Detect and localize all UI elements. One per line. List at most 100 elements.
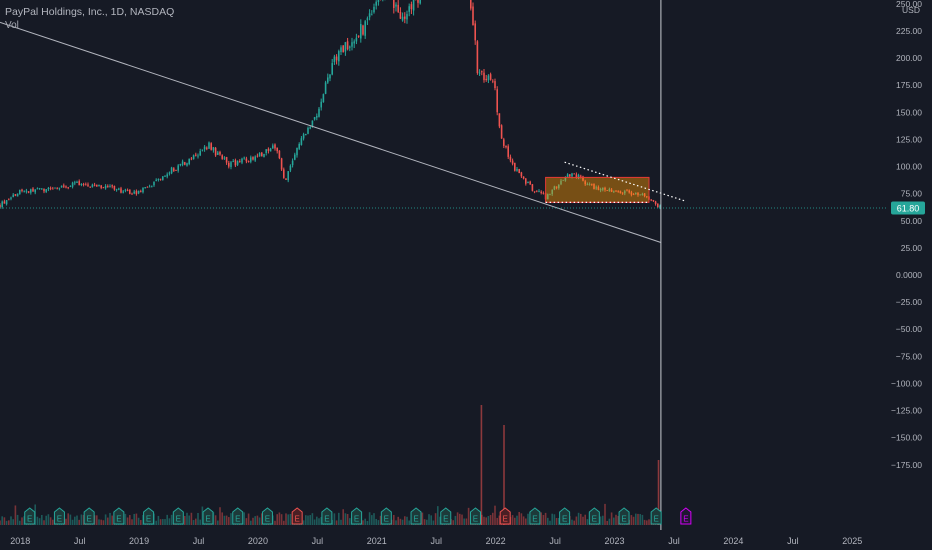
candle-body [489,74,492,80]
earnings-marker-label: E [621,515,626,524]
candle-body [267,148,270,151]
volume-bar [516,515,518,525]
candle-body [419,0,421,4]
volume-bar [377,520,380,525]
volume-bar [371,515,373,525]
volume-bar [580,513,582,525]
volume-bar [197,512,199,525]
candle-body [80,183,83,186]
price-tick-label: −25.00 [896,297,923,307]
volume-bar [404,516,406,525]
earnings-marker-label: E [324,515,329,524]
candle-body [507,146,509,157]
candle-body [263,153,265,158]
volume-bar [96,515,98,525]
earnings-marker-label: E [265,515,270,524]
earnings-marker-label: E [562,515,567,524]
candle-body [208,142,210,149]
candle-body [628,190,630,193]
candle-body [569,174,571,177]
candle-body [536,190,538,192]
candle-body [531,184,534,191]
earnings-marker-badge [202,507,214,525]
symbol-title[interactable]: PayPal Holdings, Inc., 1D, NASDAQ [5,6,175,18]
volume-bar [38,518,41,525]
volume-bar [129,515,131,525]
time-tick-label: Jul [430,536,442,546]
candle-body [505,145,507,148]
candle-body [298,143,300,149]
earnings-marker-badge [261,507,273,525]
candle-body [10,197,12,199]
candle-body [272,145,274,149]
earnings-marker: E [24,507,36,525]
volume-bar [349,518,351,525]
candle-body [406,14,408,20]
price-tick-label: 250.00 [896,0,922,9]
volume-bar [78,519,80,525]
candle-body [401,16,404,21]
candle-body [16,193,19,197]
candle-body [520,172,523,177]
volume-bar [344,513,347,525]
volume-bar [23,516,25,525]
candle-body [155,179,157,181]
candle-body [170,167,173,174]
volume-bar [217,520,219,525]
candle-body [217,152,219,155]
candle-body [588,184,591,185]
candle-body [109,185,111,187]
volume-bar [461,514,463,525]
earnings-marker: E [650,507,662,525]
candle-body [408,6,410,12]
candle-body [338,51,340,62]
earnings-marker: E [113,507,125,525]
candle-body [518,169,520,174]
candle-body [626,190,628,192]
earnings-marker-badge [618,507,630,525]
volume-bar [582,516,584,525]
drawings [0,0,887,530]
candle-body [617,191,619,192]
candle-body [307,127,309,134]
volume-label[interactable]: Vol [5,20,19,31]
candle-body [602,187,604,190]
candle-body [635,192,637,194]
candle-body [577,175,580,179]
candle-body [643,193,646,197]
long-trendline [0,21,662,243]
volume-bar [646,520,648,525]
volume-bar [459,513,461,525]
price-tick-label: −125.00 [891,406,922,416]
candle-body [184,162,186,165]
volume-bar [525,518,527,525]
volume-bar [641,514,644,525]
volume-bar [305,515,307,525]
candle-body [591,183,593,185]
volume-bar [12,519,14,525]
candle-body [621,192,624,194]
candle-body [368,13,371,18]
candle-body [333,56,336,63]
candle-body [540,191,542,193]
volume-bar [261,513,263,525]
candle-body [637,192,639,195]
candle-body [234,160,237,166]
candle-body [102,187,105,189]
volume-bar [364,518,366,525]
candle-body [93,184,96,186]
candle-body [32,188,34,192]
volume-bar [586,519,589,525]
candle-body [25,190,28,192]
candle-body [294,154,296,160]
candle-body [399,12,402,19]
candle-body [344,42,347,52]
time-axis: 2018 Jul 2019 Jul 2020 Jul 2021 Jul 2022 Jul 2023 J… [0,530,932,550]
candle-body [256,155,259,157]
earnings-marker-label: E [116,515,121,524]
earnings-marker: E [499,507,511,525]
volume-bar [278,512,281,525]
volume-bar [133,513,135,525]
